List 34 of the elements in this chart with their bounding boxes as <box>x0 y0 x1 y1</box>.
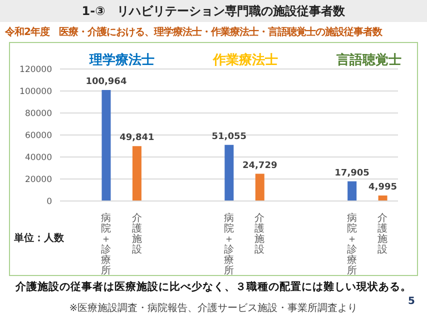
y-tick-label: 40000 <box>24 153 52 164</box>
data-label: 24,729 <box>242 160 278 171</box>
y-tick-label: 80000 <box>24 109 52 120</box>
y-tick-label: 20000 <box>24 175 52 186</box>
x-tick-label: 介護施設 <box>378 212 388 256</box>
y-tick-label: 120000 <box>20 65 52 76</box>
bar <box>102 90 111 201</box>
y-tick-label: 60000 <box>24 131 52 142</box>
x-tick-label: 介護施設 <box>254 212 265 256</box>
bar <box>132 146 142 201</box>
bar <box>378 196 388 201</box>
data-label: 100,964 <box>86 76 127 87</box>
text: 単位：人数 <box>14 232 64 245</box>
y-tick-label: 100000 <box>20 87 52 98</box>
text: 介護施設の従事者は医療施設に比べ少なく、３職種の配置には難しい現状ある。 <box>14 280 412 294</box>
x-tick-label: 病院＋診療所 <box>346 212 357 276</box>
text: 言語聴覚士 <box>336 52 403 69</box>
chart-title: 1-③ リハビリテーション専門職の施設従事者数 <box>0 0 427 22</box>
data-label: 4,995 <box>368 182 398 193</box>
bar <box>224 144 234 201</box>
data-label: 49,841 <box>120 133 154 144</box>
x-tick-label: 病院＋診療所 <box>101 212 112 276</box>
bar <box>348 181 357 201</box>
y-tick-label: 0 <box>46 197 52 208</box>
data-label: 17,905 <box>334 168 370 178</box>
x-tick-label: 介護施設 <box>132 212 142 256</box>
text: 5 <box>408 296 415 307</box>
text: ※医療施設調査・病院報告、介護サービス施設・事業所調査より <box>69 303 358 314</box>
text: 理学療法士 <box>88 52 156 69</box>
bar <box>255 174 264 201</box>
text: 作業療法士 <box>212 52 279 69</box>
data-label: 51,055 <box>212 132 247 142</box>
chart-subtitle: 令和2年度 医療・介護における、理学療法士・作業療法士・言語聴覚士の施設従事者数 <box>5 25 382 39</box>
x-tick-label: 病院＋診療所 <box>224 212 234 276</box>
